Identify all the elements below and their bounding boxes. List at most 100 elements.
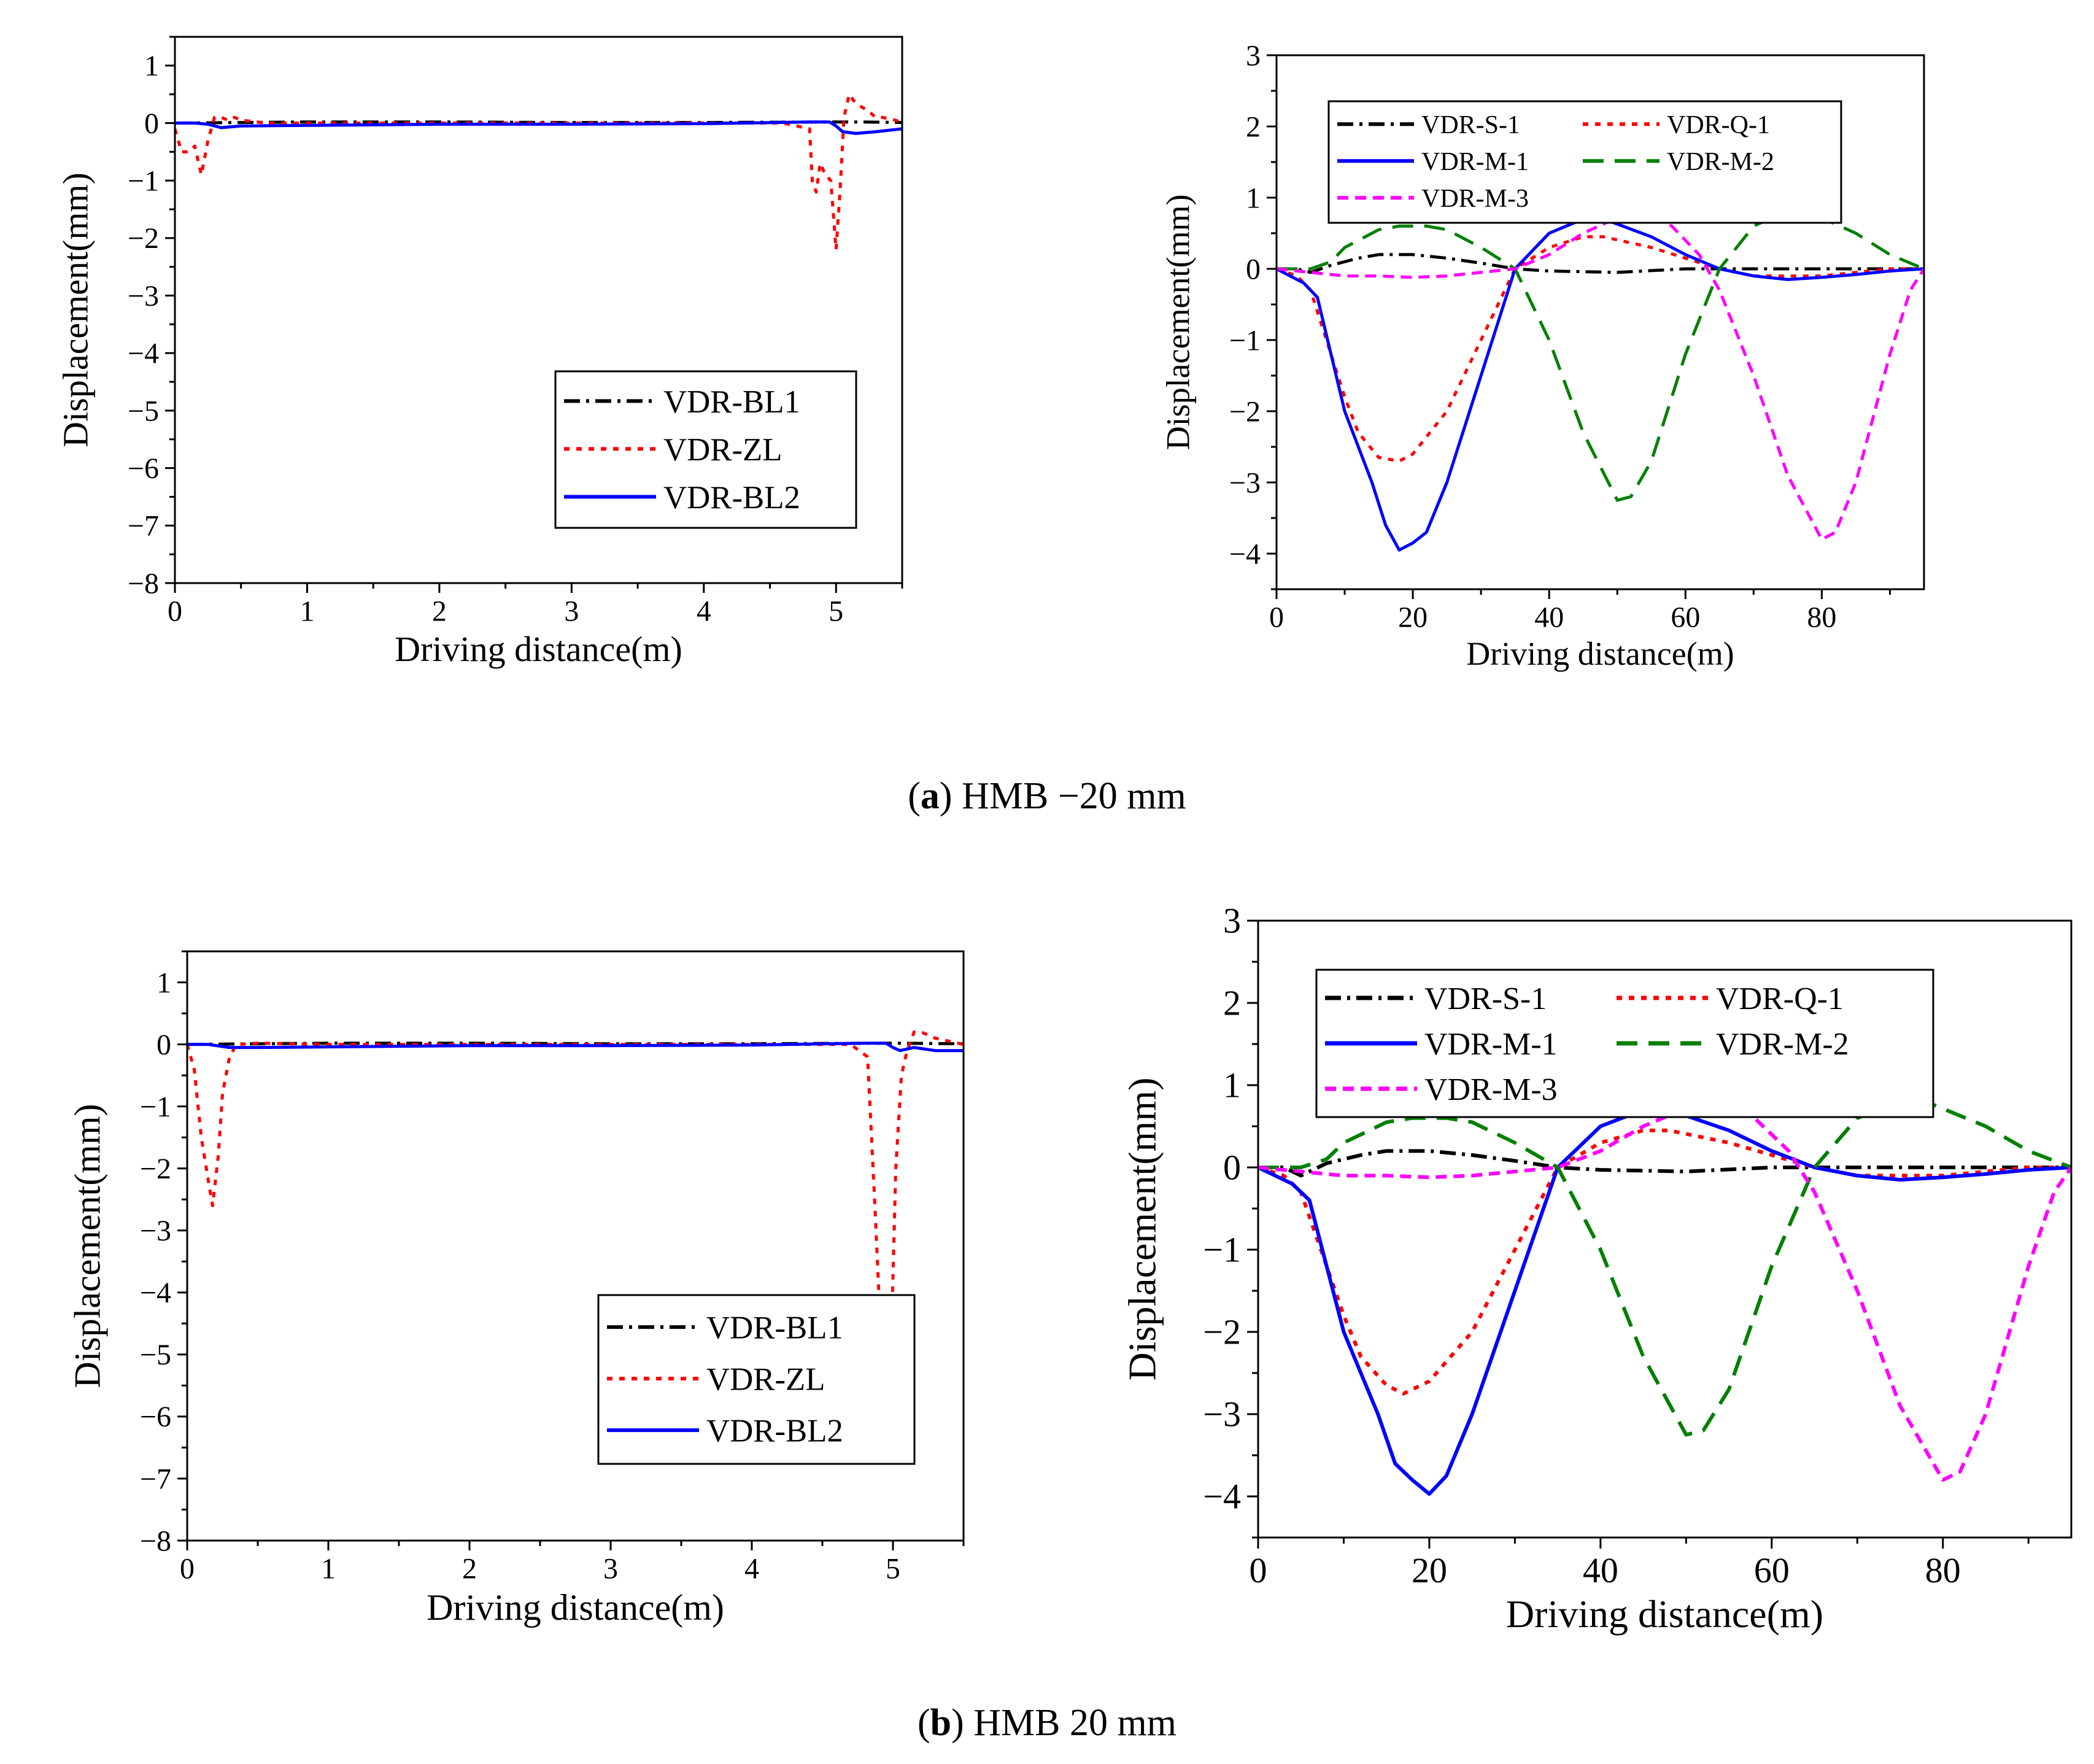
a-right-legend-label-0: VDR-S-1 — [1421, 111, 1520, 139]
a-right-plot-frame — [1275, 54, 1925, 590]
b-right-legend-label-1: VDR-Q-1 — [1716, 981, 1844, 1016]
b-left-series-group — [187, 1030, 964, 1449]
a-left-x-tick-label: 5 — [829, 595, 843, 628]
b-left-y-tick-label: −8 — [140, 1525, 171, 1557]
b-right-y-tick-label: 1 — [1223, 1066, 1241, 1105]
a-left-legend-label-2: VDR-BL2 — [663, 480, 800, 516]
a-right-y-tick-label: 2 — [1246, 110, 1261, 143]
b-left-y-tick-label: −3 — [140, 1215, 171, 1247]
a-right-y-tick-label: 3 — [1246, 39, 1261, 72]
chart-a-left: 0 1 2 3 4 5 −8 −7 −6 −5 −4 −3 −2 −1 0 1 Driving distance… — [0, 0, 939, 724]
caption-b-letter: b — [930, 1702, 952, 1744]
b-right-legend-label-4: VDR-M-3 — [1424, 1072, 1558, 1107]
b-right-y-tick-label: 3 — [1223, 901, 1241, 941]
a-right-legend-label-3: VDR-M-2 — [1667, 148, 1774, 176]
a-right-y-tick-label: −2 — [1229, 395, 1261, 428]
a-left-series-line-2 — [175, 120, 902, 135]
b-right-x-tick-label: 40 — [1583, 1550, 1618, 1590]
b-right-x-tick-label: 60 — [1754, 1550, 1790, 1590]
b-left-series-line-1 — [187, 1030, 964, 1449]
a-left-legend-label-0: VDR-BL1 — [663, 384, 800, 420]
a-left-x-tick-label: 2 — [432, 595, 447, 628]
a-right-x-tick-label: 20 — [1398, 602, 1428, 634]
a-right-series-line-3 — [1277, 209, 1924, 502]
a-right-x-tick-label: 80 — [1807, 602, 1836, 634]
caption-a-letter: a — [920, 775, 940, 817]
b-left-y-tick-label: −6 — [140, 1401, 171, 1433]
caption-b-close: ) — [951, 1702, 964, 1744]
b-right-x-tick-label: 20 — [1412, 1550, 1447, 1590]
a-left-series-line-1 — [175, 93, 902, 252]
chart-b-left: 0 1 2 3 4 5 −8 −7 −6 −5 −4 −3 −2 −1 0 1 Driving distance… — [0, 921, 982, 1688]
a-right-y-axis-label: Displacement(mm) — [1160, 195, 1197, 451]
a-right-legend-label-4: VDR-M-3 — [1421, 185, 1529, 213]
b-right-legend-label-2: VDR-M-1 — [1424, 1027, 1558, 1062]
a-right-legend-label-1: VDR-Q-1 — [1667, 111, 1770, 139]
b-right-series-line-2 — [1258, 1108, 2071, 1496]
a-left-y-tick-label: 1 — [144, 50, 159, 82]
a-left-y-tick-label: −4 — [128, 338, 159, 370]
a-right-x-axis-label: Driving distance(m) — [1466, 635, 1734, 672]
a-left-legend-label-1: VDR-ZL — [663, 432, 782, 468]
caption-a-open: ( — [908, 775, 921, 817]
b-right-y-tick-label: −3 — [1203, 1395, 1241, 1434]
a-left-y-tick-label: −1 — [128, 165, 159, 198]
a-left-x-tick-label: 3 — [564, 595, 579, 628]
b-right-series-group — [1258, 1098, 2071, 1496]
b-right-plot-frame — [1257, 919, 2073, 1539]
a-right-y-tick-label: −1 — [1229, 324, 1261, 357]
a-left-x-tick-label: 0 — [168, 595, 182, 628]
b-left-x-tick-label: 1 — [321, 1553, 336, 1585]
a-left-x-axis-label: Driving distance(m) — [395, 629, 682, 669]
caption-b-text: HMB 20 mm — [964, 1702, 1176, 1744]
b-left-x-tick-label: 2 — [462, 1553, 477, 1585]
b-left-legend-label-2: VDR-BL2 — [706, 1414, 843, 1449]
chart-a-left-svg: 0 1 2 3 4 5 −8 −7 −6 −5 −4 −3 −2 −1 0 1 Driving distance… — [56, 36, 903, 669]
caption-b-open: ( — [917, 1702, 930, 1744]
a-left-x-tick-label: 1 — [299, 595, 314, 628]
a-left-y-tick-label: −3 — [128, 280, 159, 312]
a-right-y-tick-label: 1 — [1246, 182, 1261, 214]
a-left-y-tick-label: −7 — [128, 510, 159, 543]
b-right-y-tick-label: 0 — [1223, 1148, 1241, 1188]
b-left-y-tick-label: −4 — [140, 1277, 171, 1309]
a-right-y-tick-label: −3 — [1229, 466, 1261, 499]
b-right-y-tick-label: 2 — [1223, 983, 1241, 1023]
b-right-legend-label-3: VDR-M-2 — [1716, 1027, 1849, 1062]
b-right-x-axis-label: Driving distance(m) — [1506, 1592, 1823, 1636]
b-right-y-axis-label: Displacement(mm) — [1121, 1077, 1164, 1380]
a-left-x-tick-label: 4 — [697, 595, 711, 628]
b-left-y-axis-label: Displacement(mm) — [68, 1104, 108, 1388]
b-left-y-tick-label: −7 — [140, 1463, 171, 1495]
caption-a-text: HMB −20 mm — [952, 775, 1186, 817]
b-left-y-tick-label: −1 — [140, 1091, 171, 1123]
a-right-x-tick-label: 60 — [1671, 602, 1700, 634]
b-left-y-tick-label: −5 — [140, 1339, 171, 1371]
b-right-series-line-0 — [1258, 1149, 2071, 1178]
a-left-y-tick-label: −6 — [128, 452, 159, 485]
a-right-series-group — [1277, 209, 1924, 552]
b-left-x-tick-label: 3 — [603, 1553, 618, 1585]
a-right-series-line-0 — [1277, 253, 1924, 274]
b-left-legend-box — [597, 1294, 916, 1465]
a-left-y-tick-label: −5 — [128, 395, 159, 427]
b-left-legend-label-1: VDR-ZL — [706, 1362, 825, 1398]
b-left-x-axis-label: Driving distance(m) — [427, 1587, 724, 1628]
a-right-series-line-2 — [1277, 217, 1924, 552]
chart-a-right: 0 20 40 60 80 −4 −3 −2 −1 0 1 2 3 Driving distance(m)… — [1099, 25, 2094, 712]
chart-b-right-svg: 0 20 40 60 80 −4 −3 −2 −1 0 1 2 3 Driving distance(m)… — [1121, 901, 2073, 1636]
b-left-y-tick-label: 0 — [156, 1029, 171, 1061]
b-left-y-tick-label: 1 — [156, 967, 171, 999]
a-right-y-tick-label: −4 — [1229, 538, 1261, 570]
b-left-plot-frame — [186, 950, 965, 1542]
b-left-legend-label-0: VDR-BL1 — [706, 1310, 843, 1346]
b-right-legend-label-0: VDR-S-1 — [1424, 981, 1547, 1016]
chart-a-right-svg: 0 20 40 60 80 −4 −3 −2 −1 0 1 2 3 Driving distance(m)… — [1160, 39, 1925, 672]
caption-b: (b) HMB 20 mm — [0, 1701, 2094, 1745]
b-right-series-line-1 — [1258, 1128, 2071, 1396]
a-left-plot-frame — [174, 36, 903, 584]
b-right-y-tick-label: −4 — [1203, 1477, 1241, 1517]
b-right-y-tick-label: −2 — [1203, 1312, 1241, 1352]
caption-a-close: ) — [939, 775, 952, 817]
b-left-x-tick-label: 4 — [744, 1553, 759, 1585]
